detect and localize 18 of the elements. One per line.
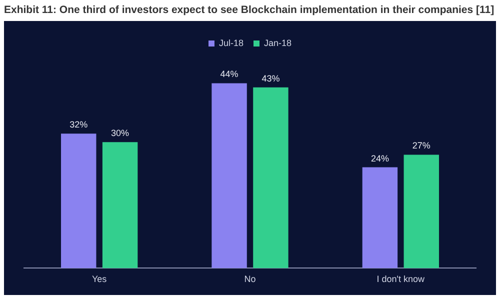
data-label: 30% (111, 128, 130, 138)
data-label: 32% (70, 120, 88, 130)
bar (362, 167, 398, 268)
x-tick-label: Yes (92, 274, 108, 284)
bar (253, 87, 288, 268)
bar (61, 134, 96, 268)
chart-title: Exhibit 11: One third of investors expect to see Blockchain implementation in their companies [11] (3, 3, 496, 18)
data-label: 24% (370, 153, 389, 164)
x-tick-label: I don't know (376, 274, 426, 284)
x-tick-label: No (244, 274, 256, 284)
bar (102, 142, 138, 268)
data-label: 27% (412, 140, 430, 151)
bar (404, 154, 439, 268)
data-label: 44% (220, 69, 238, 80)
data-label: 43% (262, 73, 280, 84)
legend-label: Jul-18 (218, 38, 244, 48)
legend-label: Jan-18 (264, 38, 292, 48)
bar (212, 83, 247, 268)
